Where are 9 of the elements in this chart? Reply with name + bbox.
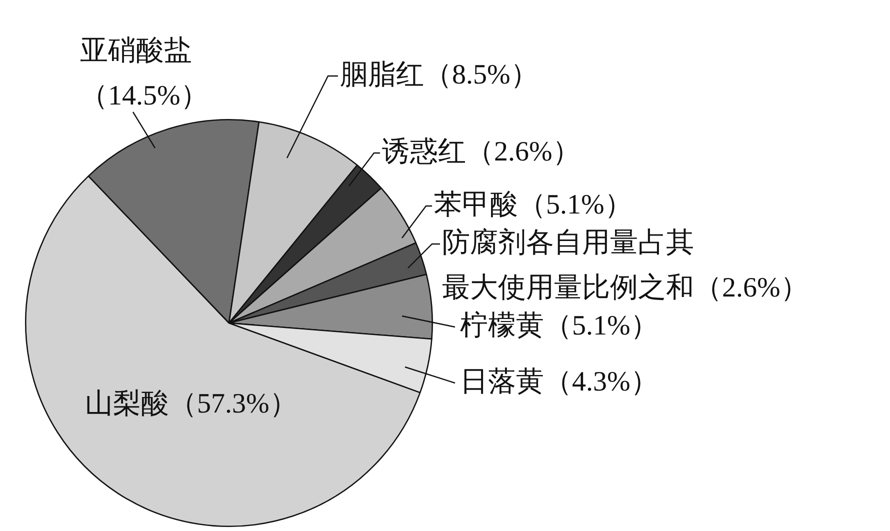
slice-label: 诱惑红（2.6%）: [382, 136, 580, 168]
slice-label: 防腐剂各自用量占其最大使用量比例之和（2.6%）: [442, 227, 808, 304]
data-label: （14.5%）: [80, 80, 208, 112]
slice-label: 山梨酸（57.3%）: [85, 388, 298, 420]
slice-label: 苯甲酸（5.1%）: [434, 189, 632, 220]
slice-label: 柠檬黄（5.1%）: [460, 310, 658, 342]
slice-label: 胭脂红（8.5%）: [340, 59, 538, 90]
slice-label: 亚硝酸盐: [80, 35, 192, 66]
slice-label: 日落黄（4.3%）: [460, 366, 658, 398]
